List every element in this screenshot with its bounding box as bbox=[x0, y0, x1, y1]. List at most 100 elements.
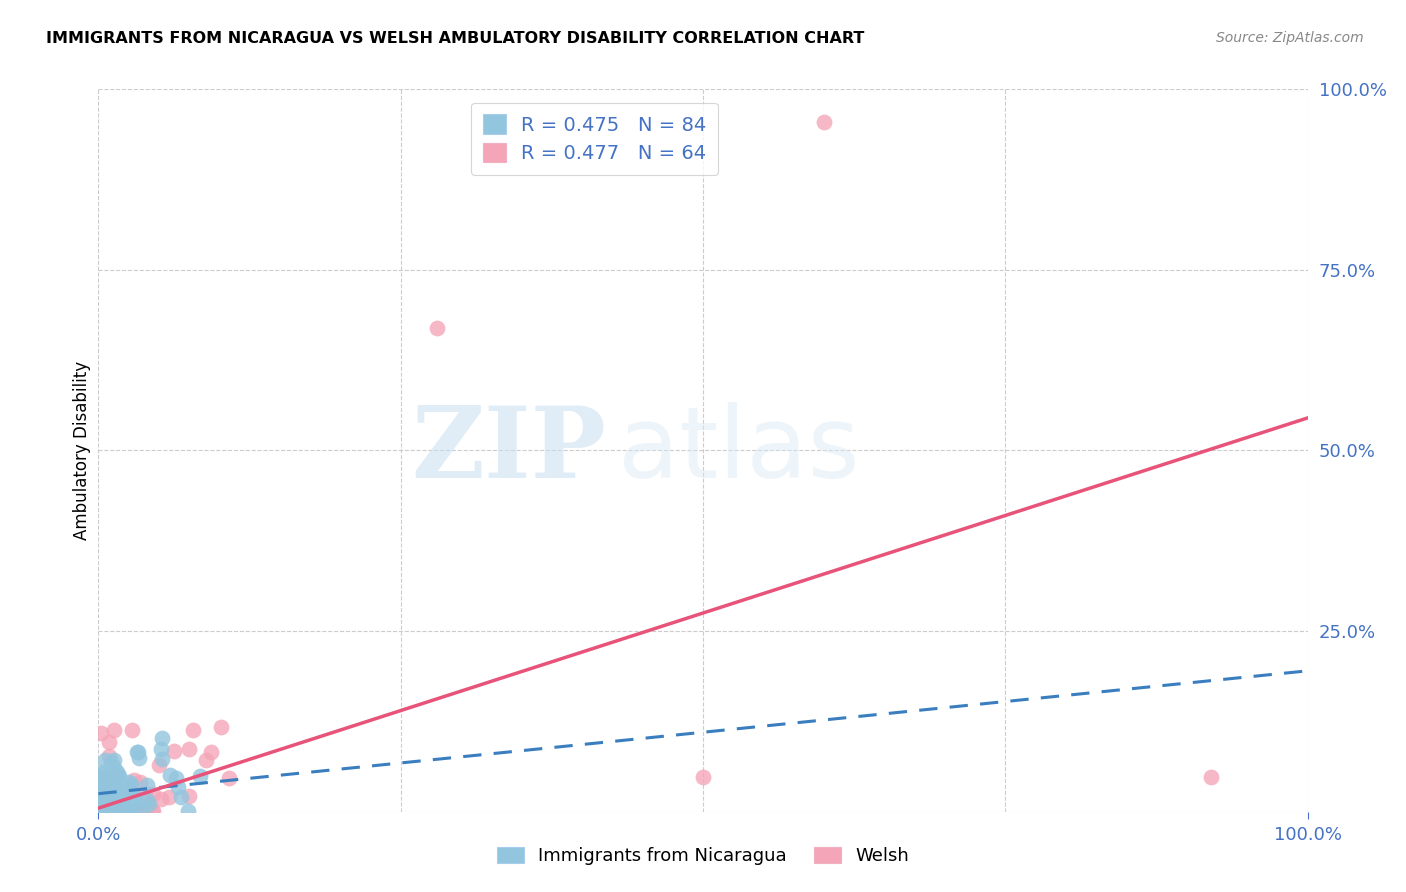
Point bbox=[89, 803, 111, 817]
Point bbox=[127, 804, 149, 818]
Point bbox=[97, 785, 120, 799]
Point bbox=[813, 114, 835, 128]
Point bbox=[90, 804, 112, 818]
Text: Source: ZipAtlas.com: Source: ZipAtlas.com bbox=[1216, 31, 1364, 45]
Point bbox=[124, 773, 146, 788]
Point bbox=[124, 789, 146, 803]
Point bbox=[150, 792, 173, 806]
Point bbox=[142, 787, 165, 801]
Point bbox=[96, 779, 118, 793]
Legend: R = 0.475   N = 84, R = 0.477   N = 64: R = 0.475 N = 84, R = 0.477 N = 64 bbox=[471, 103, 718, 175]
Point bbox=[120, 777, 142, 791]
Point bbox=[89, 799, 111, 814]
Point bbox=[98, 804, 121, 818]
Point bbox=[209, 721, 232, 735]
Point bbox=[112, 804, 135, 818]
Point bbox=[107, 792, 129, 806]
Point bbox=[138, 797, 160, 811]
Legend: Immigrants from Nicaragua, Welsh: Immigrants from Nicaragua, Welsh bbox=[489, 839, 917, 872]
Point bbox=[105, 804, 128, 818]
Point bbox=[93, 780, 115, 795]
Point bbox=[127, 746, 149, 760]
Point bbox=[101, 799, 124, 814]
Point bbox=[117, 802, 139, 816]
Point bbox=[100, 772, 122, 786]
Point bbox=[1199, 770, 1222, 784]
Point bbox=[104, 777, 127, 791]
Point bbox=[104, 774, 127, 789]
Point bbox=[91, 770, 114, 784]
Point bbox=[128, 804, 150, 818]
Point bbox=[103, 771, 125, 785]
Point bbox=[97, 804, 120, 818]
Point bbox=[100, 789, 122, 804]
Point bbox=[150, 752, 173, 766]
Point bbox=[177, 789, 200, 804]
Point bbox=[157, 790, 180, 805]
Point bbox=[90, 784, 112, 798]
Point bbox=[114, 786, 136, 800]
Point bbox=[111, 784, 134, 798]
Point bbox=[132, 804, 155, 818]
Point bbox=[89, 804, 111, 818]
Point bbox=[97, 734, 120, 748]
Point bbox=[162, 743, 184, 757]
Point bbox=[167, 780, 190, 795]
Point bbox=[90, 774, 112, 789]
Point bbox=[89, 804, 111, 818]
Point bbox=[103, 761, 125, 775]
Point bbox=[141, 804, 163, 818]
Point bbox=[97, 796, 120, 810]
Point bbox=[96, 772, 118, 786]
Point bbox=[134, 786, 156, 800]
Point bbox=[131, 802, 153, 816]
Point bbox=[108, 769, 131, 783]
Point bbox=[96, 792, 118, 806]
Point bbox=[94, 800, 117, 814]
Point bbox=[100, 775, 122, 789]
Point bbox=[181, 723, 204, 737]
Point bbox=[94, 753, 117, 767]
Point bbox=[117, 804, 139, 818]
Point bbox=[91, 804, 114, 818]
Point bbox=[135, 778, 157, 792]
Point bbox=[89, 804, 111, 818]
Point bbox=[89, 804, 111, 818]
Point bbox=[105, 803, 128, 817]
Point bbox=[188, 769, 211, 783]
Point bbox=[121, 723, 143, 738]
Point bbox=[97, 794, 120, 808]
Point bbox=[98, 773, 121, 788]
Point bbox=[150, 742, 173, 756]
Point bbox=[118, 774, 141, 789]
Point bbox=[90, 726, 112, 740]
Point bbox=[103, 775, 125, 789]
Point bbox=[103, 762, 125, 776]
Point bbox=[104, 797, 127, 812]
Point bbox=[150, 731, 173, 746]
Point bbox=[118, 804, 141, 818]
Point bbox=[94, 804, 117, 818]
Point bbox=[97, 780, 120, 795]
Point bbox=[90, 784, 112, 798]
Point bbox=[148, 758, 170, 772]
Point bbox=[111, 782, 134, 797]
Point bbox=[98, 748, 121, 763]
Point bbox=[89, 779, 111, 793]
Point bbox=[89, 772, 111, 786]
Point bbox=[110, 804, 132, 818]
Point bbox=[124, 801, 146, 815]
Point bbox=[100, 781, 122, 796]
Point bbox=[121, 792, 143, 806]
Point bbox=[96, 804, 118, 818]
Point bbox=[131, 803, 153, 817]
Point bbox=[93, 804, 115, 818]
Point bbox=[104, 804, 127, 818]
Point bbox=[98, 772, 121, 786]
Point bbox=[90, 765, 112, 780]
Point bbox=[103, 752, 125, 766]
Point bbox=[89, 804, 111, 818]
Point bbox=[91, 767, 114, 781]
Point bbox=[105, 789, 128, 803]
Point bbox=[103, 723, 125, 738]
